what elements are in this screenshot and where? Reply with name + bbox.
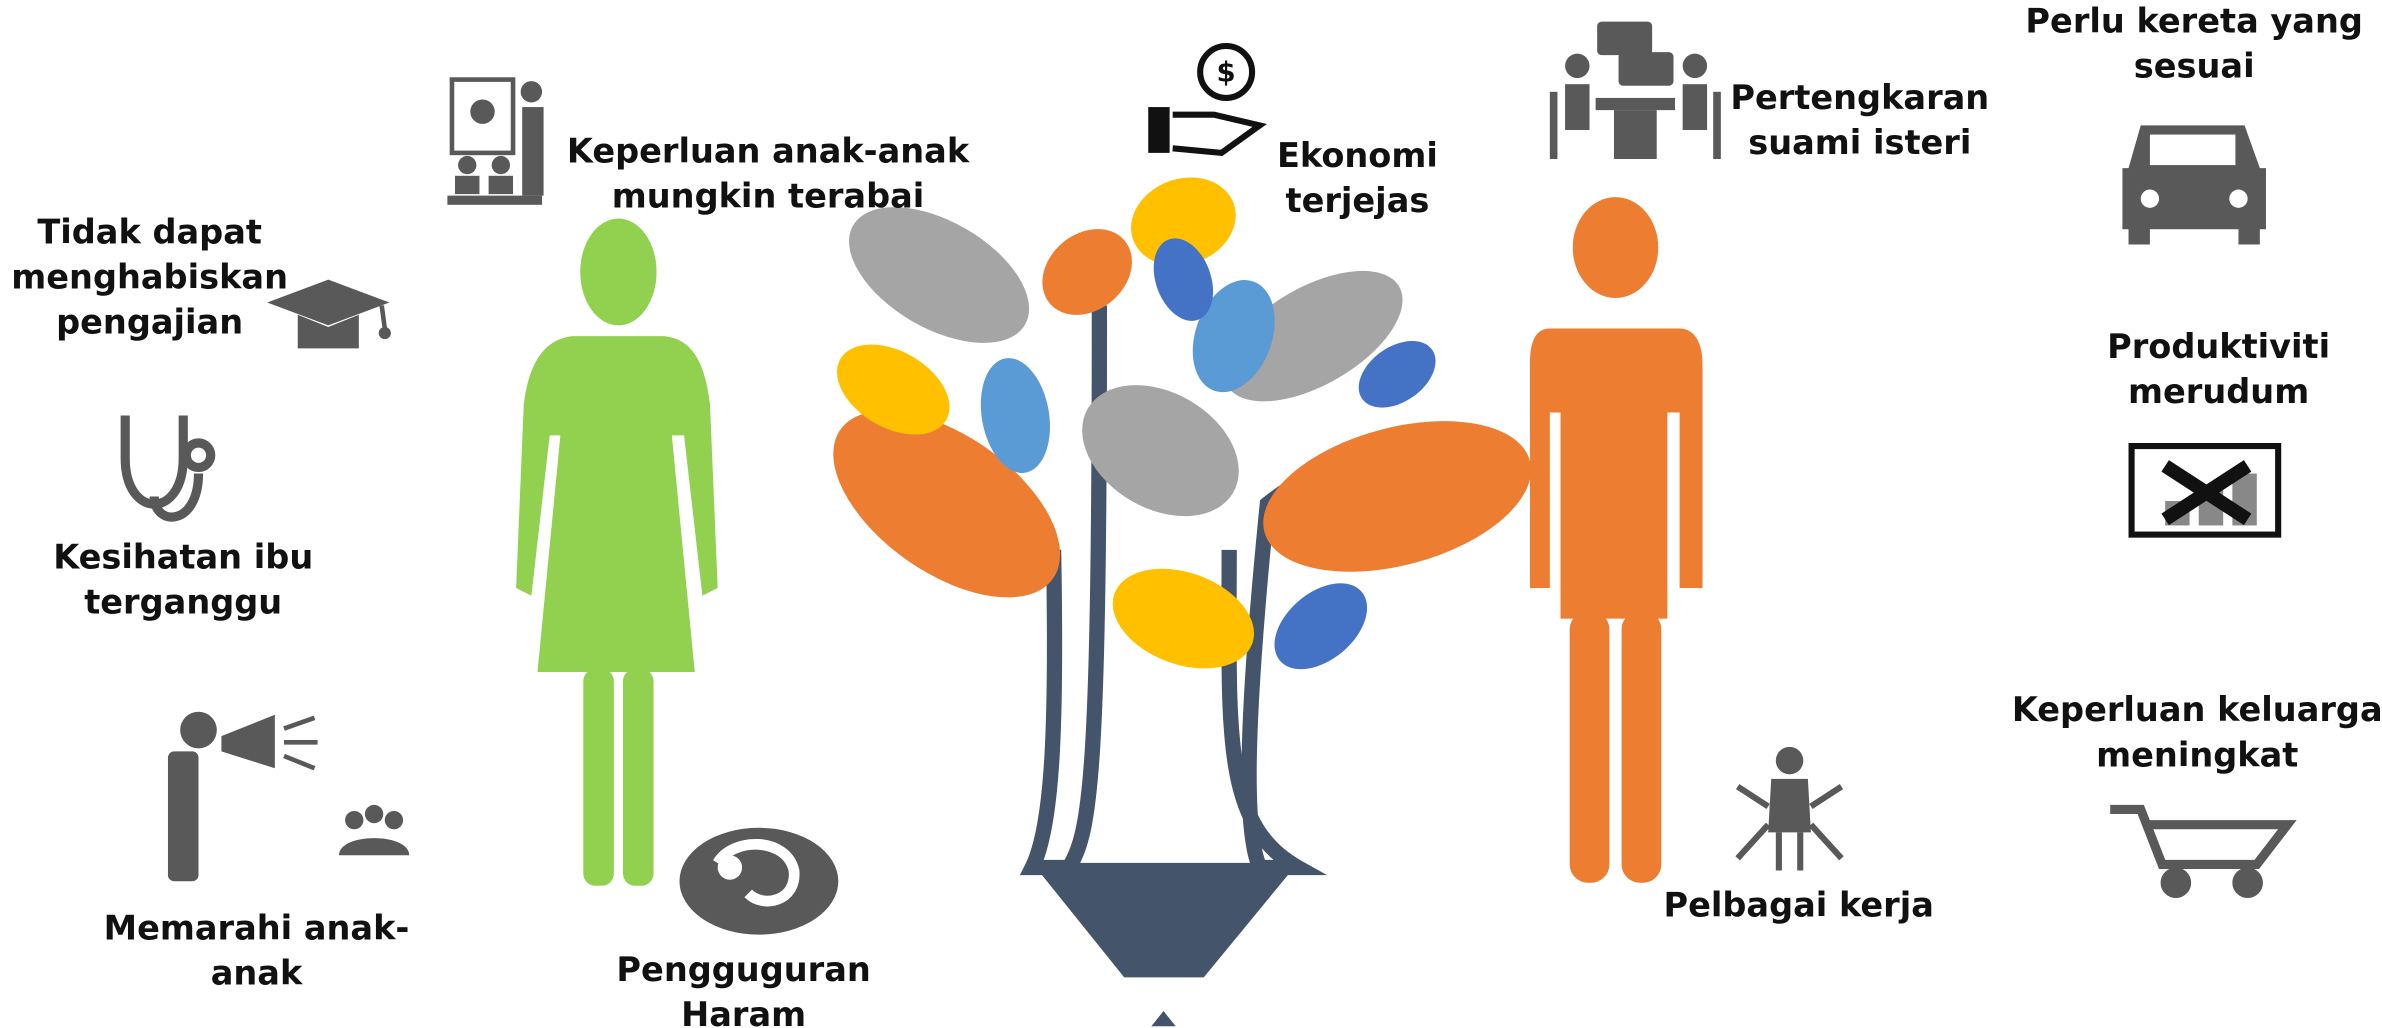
- label-line: Pelbagai kerja: [1664, 886, 1934, 925]
- label-line: Pengguguran: [616, 950, 870, 989]
- presentation-icon: [447, 80, 543, 205]
- meeting-icon: [1550, 22, 1721, 159]
- label-line: merudum: [2128, 372, 2309, 411]
- multitask-icon: [1738, 747, 1842, 871]
- label-line: pengajian: [56, 302, 243, 341]
- label-line: terganggu: [84, 583, 282, 622]
- cart-icon: [2110, 809, 2287, 893]
- label-line: Haram: [681, 995, 806, 1028]
- label-line: Produktiviti: [2107, 327, 2330, 366]
- man-figure: [1530, 197, 1703, 883]
- label-line: Kesihatan ibu: [53, 538, 313, 577]
- stethoscope-icon: [125, 416, 211, 518]
- label-line: Keperluan anak-anak: [567, 131, 970, 170]
- label-line: Ekonomi: [1277, 136, 1438, 175]
- pencil-tree: [801, 163, 1548, 1026]
- label-line: terjejas: [1286, 181, 1430, 220]
- label-line: suami isteri: [1748, 123, 1971, 162]
- fetus-icon: [679, 828, 838, 935]
- leaves: [801, 163, 1548, 687]
- label-line: Tidak dapat: [37, 212, 262, 251]
- megaphone-icon: [168, 712, 409, 881]
- woman-figure: [516, 219, 718, 886]
- dollar-glyph: $: [1217, 56, 1236, 88]
- label-line: mungkin terabai: [612, 176, 925, 215]
- label-line: Keperluan keluarga: [2012, 690, 2382, 729]
- money-hand-icon: $: [1148, 46, 1259, 153]
- label-line: sesuai: [2134, 47, 2255, 86]
- label-line: meningkat: [2096, 735, 2298, 774]
- infographic: $ Keper: [0, 0, 2382, 1028]
- label-line: anak: [211, 954, 303, 993]
- label-line: Pertengkaran: [1730, 78, 1989, 117]
- label-line: menghabiskan: [11, 257, 288, 296]
- chart-crossed-icon: [2132, 446, 2279, 535]
- label-line: Perlu kereta yang: [2025, 2, 2362, 41]
- label-line: Memarahi anak-: [104, 909, 410, 948]
- car-icon: [2122, 125, 2266, 244]
